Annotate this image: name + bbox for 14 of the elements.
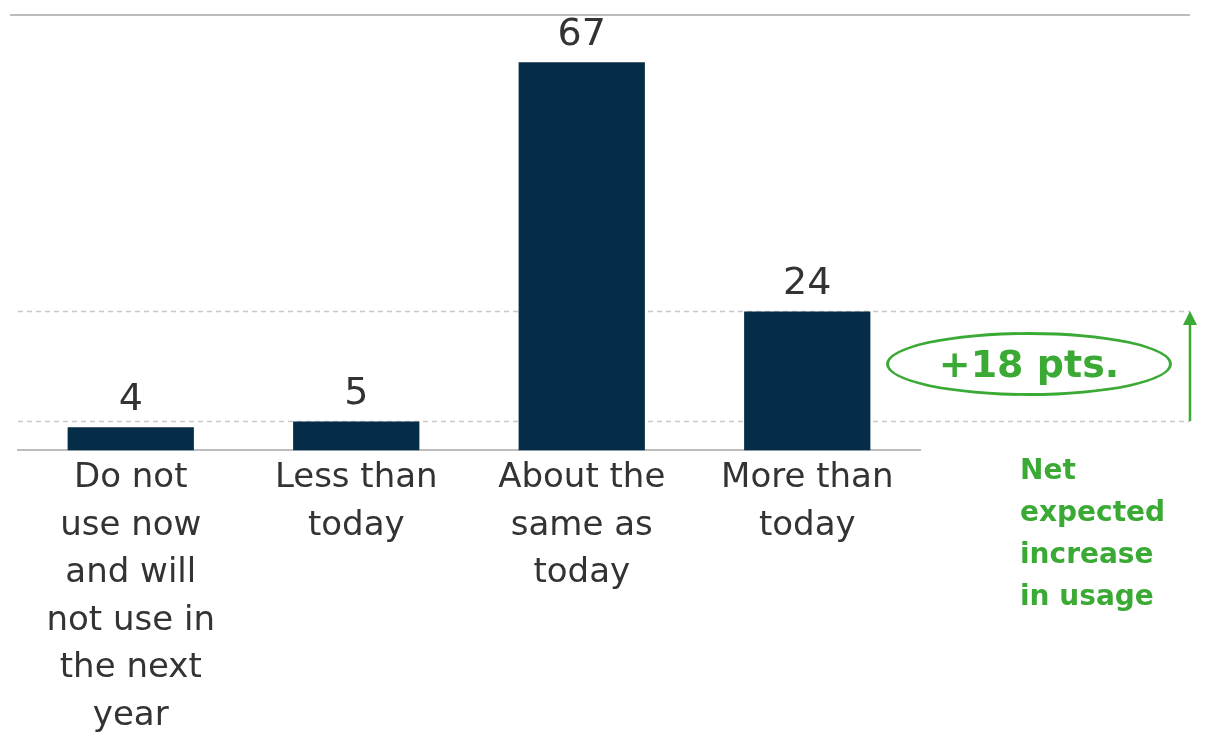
data-label: 67 (557, 10, 606, 55)
bar (744, 311, 871, 451)
bar (518, 62, 645, 451)
x-tick-label: Less than today (274, 455, 438, 543)
text: Net expected increase in usage (1020, 452, 1167, 615)
data-label: 24 (783, 259, 832, 304)
x-tick-label: More than today (721, 455, 894, 543)
text: +18 pts. (937, 342, 1121, 387)
x-tick-label: Do not use now and will not use in the next year (46, 455, 215, 734)
bar (67, 427, 194, 451)
data-label: 5 (344, 369, 369, 414)
x-tick-label: About the same as today (498, 455, 666, 591)
bar (293, 421, 420, 451)
data-label: 4 (118, 375, 143, 420)
